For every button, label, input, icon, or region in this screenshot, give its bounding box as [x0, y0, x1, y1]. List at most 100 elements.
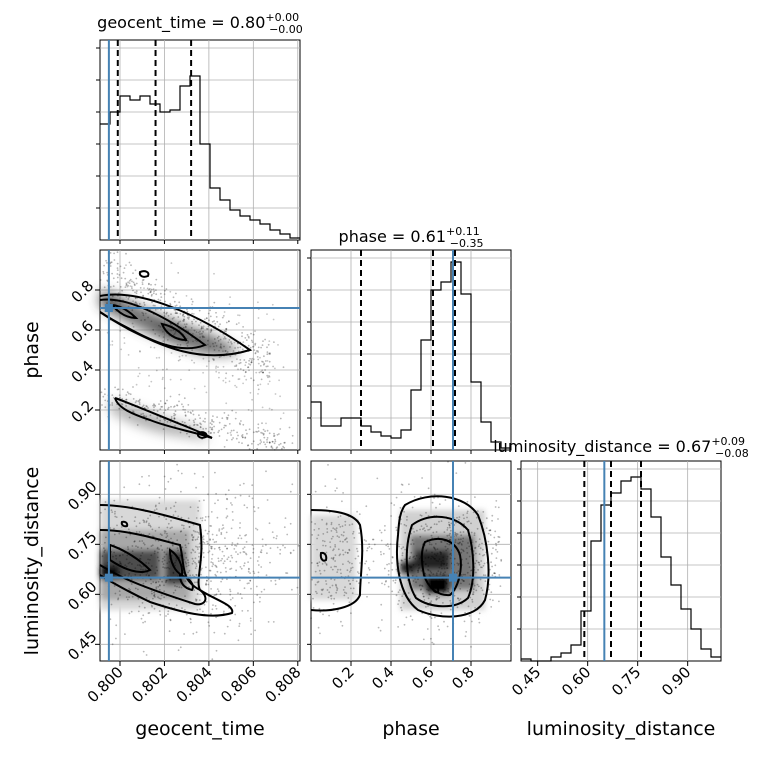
sample-point: [475, 559, 478, 562]
sample-point: [196, 423, 198, 426]
sample-point: [212, 342, 214, 345]
sample-point: [268, 360, 271, 363]
sample-point: [113, 259, 116, 261]
sample-point: [272, 621, 275, 623]
sample-point: [455, 532, 458, 535]
sample-point: [210, 545, 212, 548]
sample-point: [289, 490, 292, 493]
sample-point: [444, 545, 447, 548]
sample-point: [188, 419, 191, 421]
sample-point: [143, 297, 145, 300]
sample-point: [181, 403, 183, 406]
sample-point: [214, 342, 217, 344]
sample-point: [159, 325, 162, 328]
sample-point: [151, 605, 154, 608]
sample-point: [257, 393, 259, 395]
sample-point: [172, 591, 175, 594]
sample-point: [125, 264, 127, 266]
sample-point: [461, 558, 463, 561]
sample-point: [158, 335, 161, 337]
sample-point: [267, 383, 270, 385]
sample-point: [335, 527, 338, 530]
sample-point: [260, 551, 263, 554]
sample-point: [265, 365, 268, 368]
sample-point: [183, 318, 185, 321]
sample-point: [435, 523, 438, 526]
sample-point: [230, 567, 233, 570]
sample-point: [447, 590, 450, 593]
sample-point: [230, 342, 233, 345]
sample-point: [403, 623, 406, 626]
sample-point: [115, 310, 118, 312]
sample-point: [245, 339, 248, 341]
sample-point: [166, 399, 168, 402]
sample-point: [147, 558, 150, 561]
sample-point: [155, 581, 157, 584]
sample-point: [157, 551, 159, 554]
sample-point: [205, 391, 208, 394]
sample-point: [315, 590, 317, 593]
sample-point: [155, 508, 158, 510]
sample-point: [347, 597, 350, 599]
sample-point: [432, 556, 434, 559]
sample-point: [385, 580, 387, 582]
sample-point: [418, 557, 421, 560]
sample-point: [100, 511, 102, 514]
sample-point: [178, 329, 181, 332]
sample-point: [434, 616, 436, 619]
sample-point: [113, 499, 116, 502]
sample-point: [335, 529, 338, 532]
sample-point: [140, 413, 143, 416]
sample-point: [152, 292, 155, 295]
sample-point: [261, 422, 263, 425]
sample-point: [199, 336, 202, 339]
sample-point: [133, 520, 136, 522]
sample-point: [141, 475, 143, 478]
sample-point: [286, 572, 289, 574]
sample-point: [277, 344, 279, 346]
sample-point: [237, 378, 240, 381]
sample-point: [426, 525, 428, 528]
sample-point: [185, 565, 188, 568]
sample-point: [327, 596, 330, 599]
sample-point: [251, 341, 254, 343]
sample-point: [173, 316, 175, 319]
sample-point: [462, 549, 464, 552]
sample-point: [400, 564, 403, 566]
sample-point: [235, 364, 238, 366]
sample-point: [143, 407, 146, 409]
sample-point: [154, 405, 157, 407]
sample-point: [354, 557, 357, 560]
sample-point: [163, 559, 166, 562]
sample-point: [134, 302, 137, 304]
sample-point: [185, 424, 187, 427]
sample-point: [279, 395, 281, 398]
sample-point: [449, 540, 451, 542]
sample-point: [152, 597, 154, 600]
sample-point: [192, 560, 195, 563]
sample-point: [436, 595, 438, 598]
sample-point: [101, 404, 103, 406]
sample-point: [223, 560, 226, 563]
sample-point: [474, 546, 477, 549]
sample-point: [267, 376, 269, 379]
sample-point: [167, 539, 170, 542]
sample-point: [446, 567, 449, 569]
x-tick-label-geocent_time: 0.804: [173, 663, 216, 706]
sample-point: [401, 559, 403, 562]
sample-point: [428, 593, 431, 596]
sample-point: [291, 588, 293, 591]
sample-point: [119, 265, 122, 268]
sample-point: [431, 501, 434, 504]
sample-point: [194, 530, 197, 533]
sample-point: [243, 375, 246, 378]
sample-point: [256, 594, 259, 596]
sample-point: [387, 570, 390, 572]
sample-point: [262, 433, 265, 436]
sample-point: [248, 369, 250, 372]
sample-point: [229, 560, 232, 563]
sample-point: [482, 528, 485, 531]
sample-point: [184, 520, 187, 523]
sample-point: [269, 547, 272, 550]
sample-point: [156, 569, 159, 572]
